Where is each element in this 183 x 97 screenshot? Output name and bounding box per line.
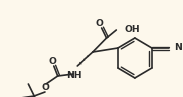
- Text: NH: NH: [67, 71, 82, 80]
- Text: N: N: [174, 43, 182, 52]
- Text: O: O: [49, 56, 57, 65]
- Text: O: O: [96, 19, 104, 28]
- Text: OH: OH: [124, 25, 140, 33]
- Text: O: O: [41, 84, 49, 93]
